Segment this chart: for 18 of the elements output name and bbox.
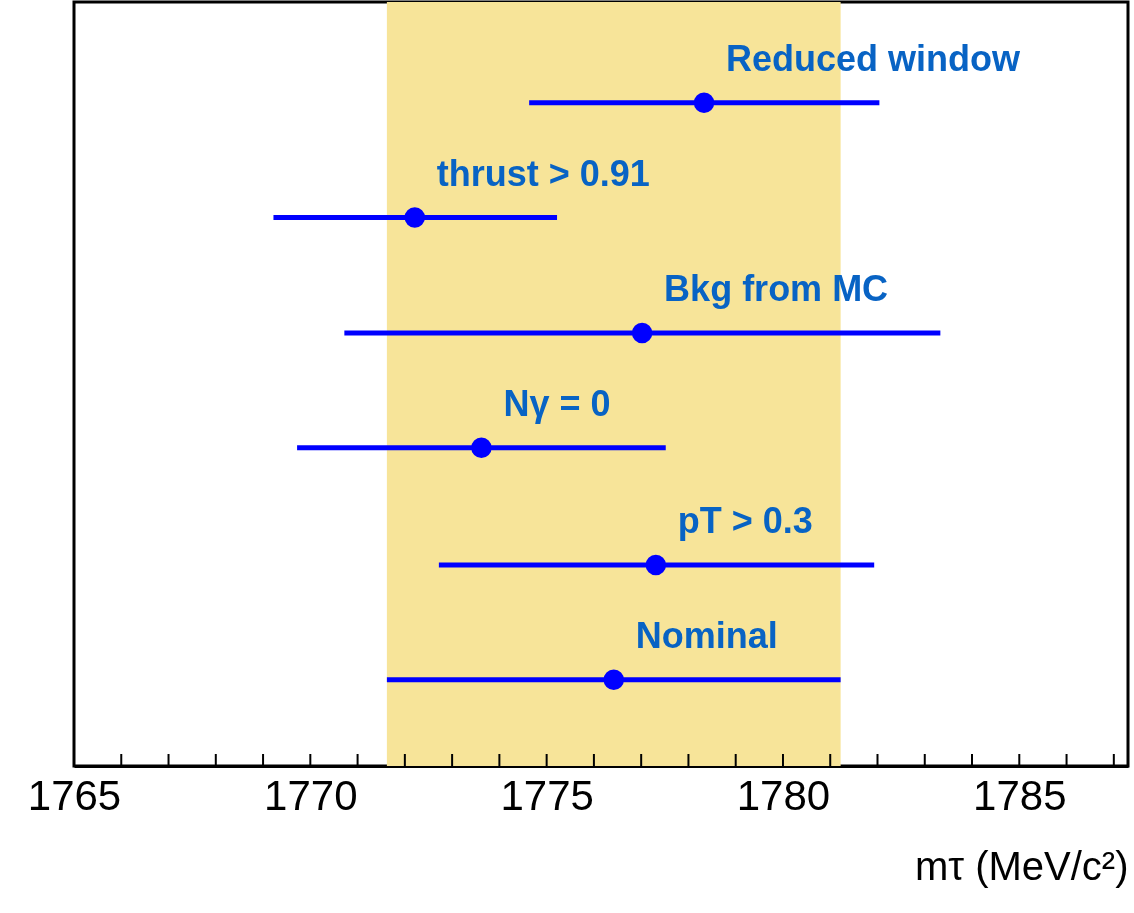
point	[404, 207, 426, 228]
x-tick-label: 1780	[736, 771, 831, 819]
annotation: Nγ = 0	[503, 382, 611, 424]
point	[645, 554, 667, 576]
point	[471, 437, 492, 458]
x-tick-label: 1775	[500, 771, 594, 819]
annotation: Bkg from MC	[664, 267, 889, 309]
point	[603, 669, 625, 691]
point	[631, 322, 653, 344]
x-tick-label: 1770	[264, 771, 358, 819]
x-tick-label: 1765	[27, 771, 122, 819]
annotation: pT > 0.3	[677, 500, 813, 542]
x-axis-title: mτ (MeV/c²)	[914, 843, 1129, 888]
annotation: thrust > 0.91	[436, 152, 650, 194]
text: Reduced window	[726, 37, 1022, 79]
x-tick-label: 1785	[973, 771, 1067, 819]
point	[693, 92, 715, 114]
annotation: Nominal	[635, 614, 778, 656]
